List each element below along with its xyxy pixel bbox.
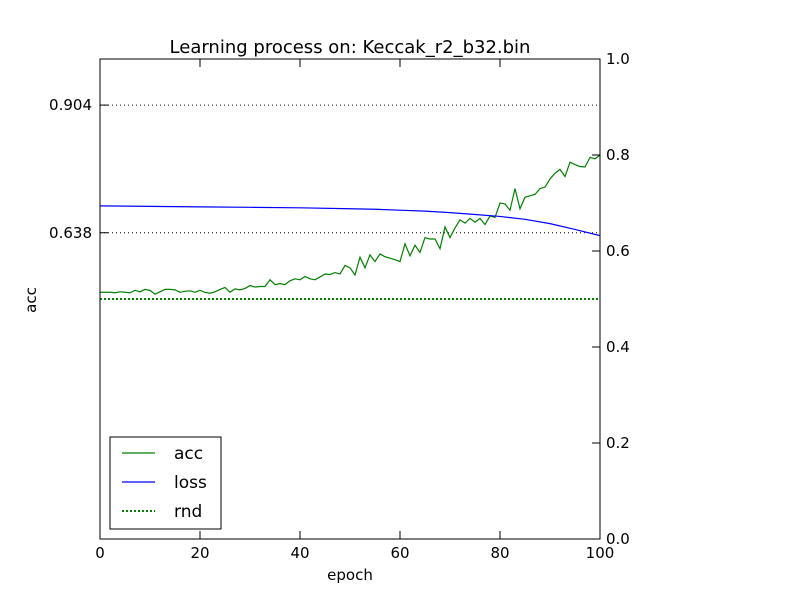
legend-entries: acc loss rnd — [122, 444, 207, 522]
right-tick-label: 0.2 — [606, 434, 630, 452]
x-tick-label: 20 — [190, 544, 209, 562]
x-tick-label: 0 — [95, 544, 105, 562]
left-axis-ticks: 0.638 0.904 — [49, 96, 108, 242]
x-tick-label: 60 — [390, 544, 409, 562]
right-tick-label: 0.0 — [606, 530, 630, 548]
series-line-acc — [100, 154, 601, 295]
right-axis-ticks: 0.0 0.2 0.4 0.6 0.8 1.0 — [592, 50, 630, 548]
series-layer — [99, 154, 601, 300]
legend: acc loss rnd — [109, 436, 222, 530]
legend-label-acc: acc — [174, 444, 203, 464]
right-tick-label: 0.8 — [606, 146, 630, 164]
y-axis-label: acc — [22, 287, 40, 313]
right-tick-label: 1.0 — [606, 50, 630, 68]
right-tick-label: 0.6 — [606, 242, 630, 260]
legend-box — [109, 436, 222, 530]
legend-label-rnd: rnd — [174, 502, 202, 522]
left-tick-label: 0.638 — [49, 224, 92, 242]
legend-label-loss: loss — [174, 473, 207, 493]
x-tick-label: 100 — [586, 544, 615, 562]
right-tick-label: 0.4 — [606, 338, 630, 356]
x-tick-label: 40 — [290, 544, 309, 562]
x-axis-label: epoch — [327, 566, 373, 584]
plot-frame — [99, 58, 601, 540]
x-tick-label: 80 — [490, 544, 509, 562]
horizontal-reference-lines — [100, 104, 600, 234]
series-line-loss — [99, 205, 601, 237]
x-axis-ticks: 0 20 40 60 80 100 — [95, 59, 614, 562]
chart-title: Learning process on: Keccak_r2_b32.bin — [170, 37, 531, 58]
left-tick-label: 0.904 — [49, 96, 92, 114]
